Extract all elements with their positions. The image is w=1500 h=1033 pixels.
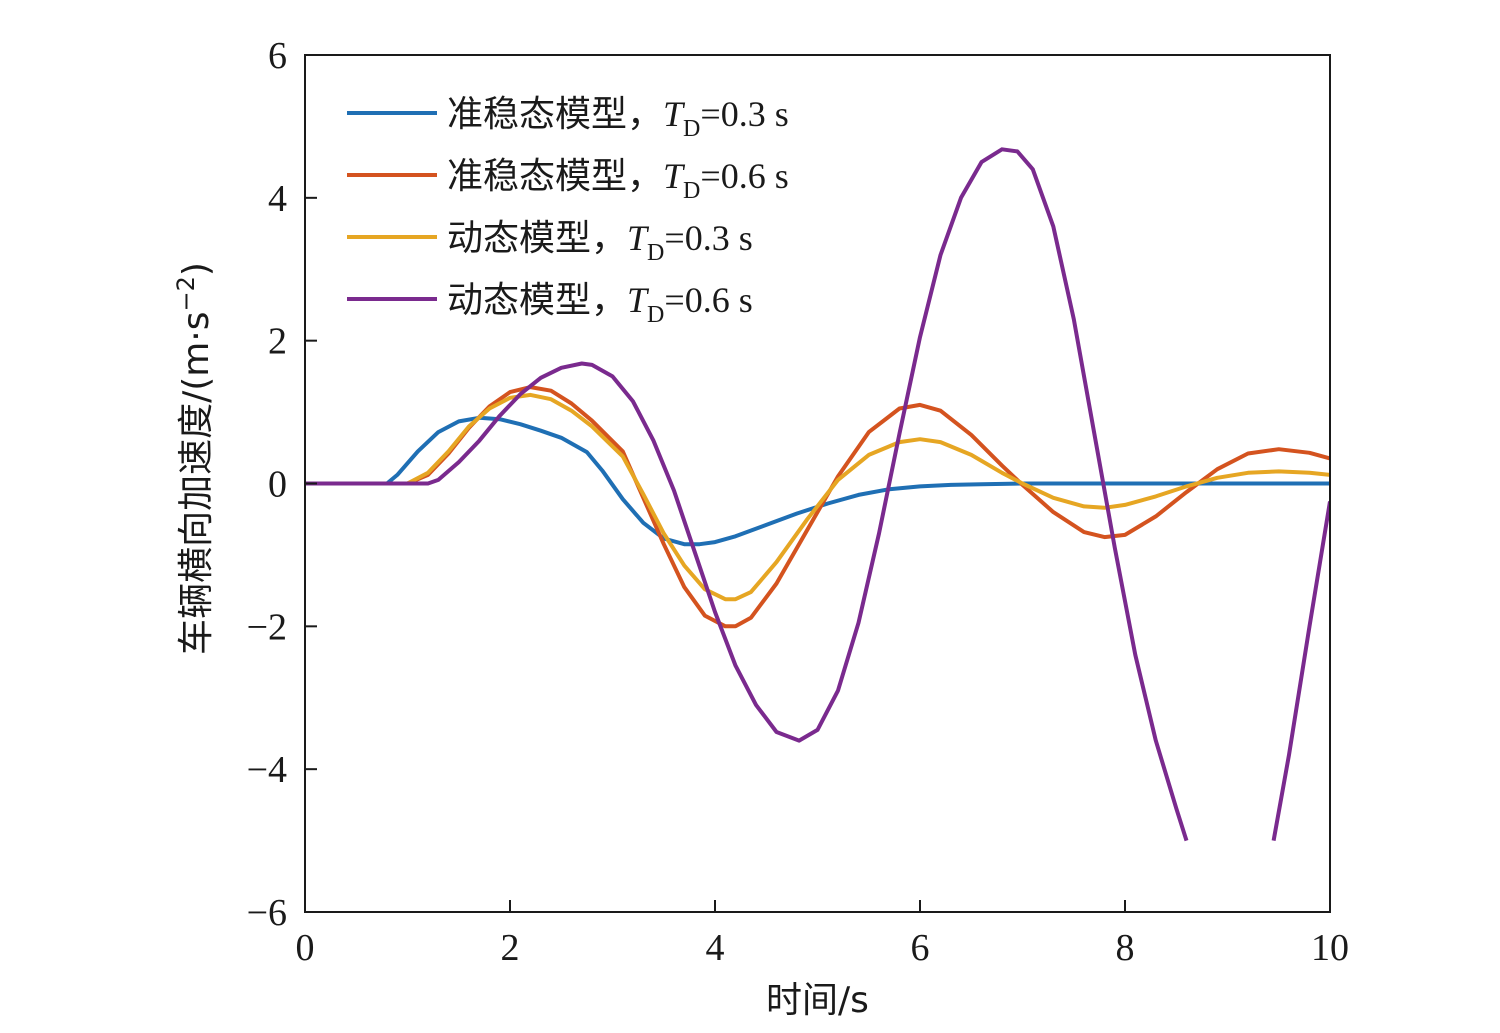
x-tick-label-4: 8 [1116,927,1135,969]
legend-label-prefix-1: 准稳态模型， [447,156,663,197]
y-tick-label-1: −4 [247,749,287,791]
legend-label-suffix-0: =0.3 s [700,94,788,134]
series-line-1 [305,385,1330,629]
legend-label-3: 动态模型，TD=0.6 s [447,280,753,328]
legend-label-T-2: T [627,218,650,258]
legend-label-sub-1: D [683,178,700,204]
y-axis-title-main: 车辆横向加速度/(m·s [176,311,217,654]
x-tick-label-0: 0 [296,927,315,969]
x-tick-label-1: 2 [501,927,520,969]
legend-label-suffix-1: =0.6 s [700,156,788,196]
chart-marks [305,147,1330,842]
y-tick-label-6: 6 [268,35,287,77]
legend-label-sub-2: D [647,240,664,266]
legend-label-sub-3: D [647,302,664,328]
x-tick-label-2: 4 [706,927,725,969]
y-axis-title: 车辆横向加速度/(m·s−2) [172,262,217,655]
legend-label-suffix-2: =0.3 s [664,218,752,258]
x-axis-title: 时间/s [766,980,869,1021]
y-tick-label-2: −2 [247,606,287,648]
legend-label-1: 准稳态模型，TD=0.6 s [447,156,789,204]
legend-label-T-0: T [663,94,686,134]
legend-label-suffix-3: =0.6 s [664,280,752,320]
legend-label-sub-0: D [683,116,700,142]
y-tick-label-0: −6 [247,892,287,934]
legend-label-T-3: T [627,280,650,320]
x-tick-label-5: 10 [1311,927,1349,969]
x-tick-label-3: 6 [911,927,930,969]
legend-label-prefix-0: 准稳态模型， [447,94,663,135]
series-line-4 [1271,501,1330,841]
legend-label-prefix-3: 动态模型， [447,280,627,321]
y-axis-title-exponent: −2 [172,276,200,311]
legend-label-2: 动态模型，TD=0.3 s [447,218,753,266]
legend-label-T-1: T [663,156,686,196]
series-line-3 [305,147,1189,842]
series-line-2 [305,392,1330,602]
y-axis-title-close: ) [176,262,217,276]
y-tick-label-4: 2 [268,321,287,363]
legend-label-prefix-2: 动态模型， [447,218,627,259]
y-tick-label-5: 4 [268,178,287,220]
y-tick-label-3: 0 [268,464,287,506]
legend-label-0: 准稳态模型，TD=0.3 s [447,94,789,142]
series-line-0 [305,415,1330,547]
